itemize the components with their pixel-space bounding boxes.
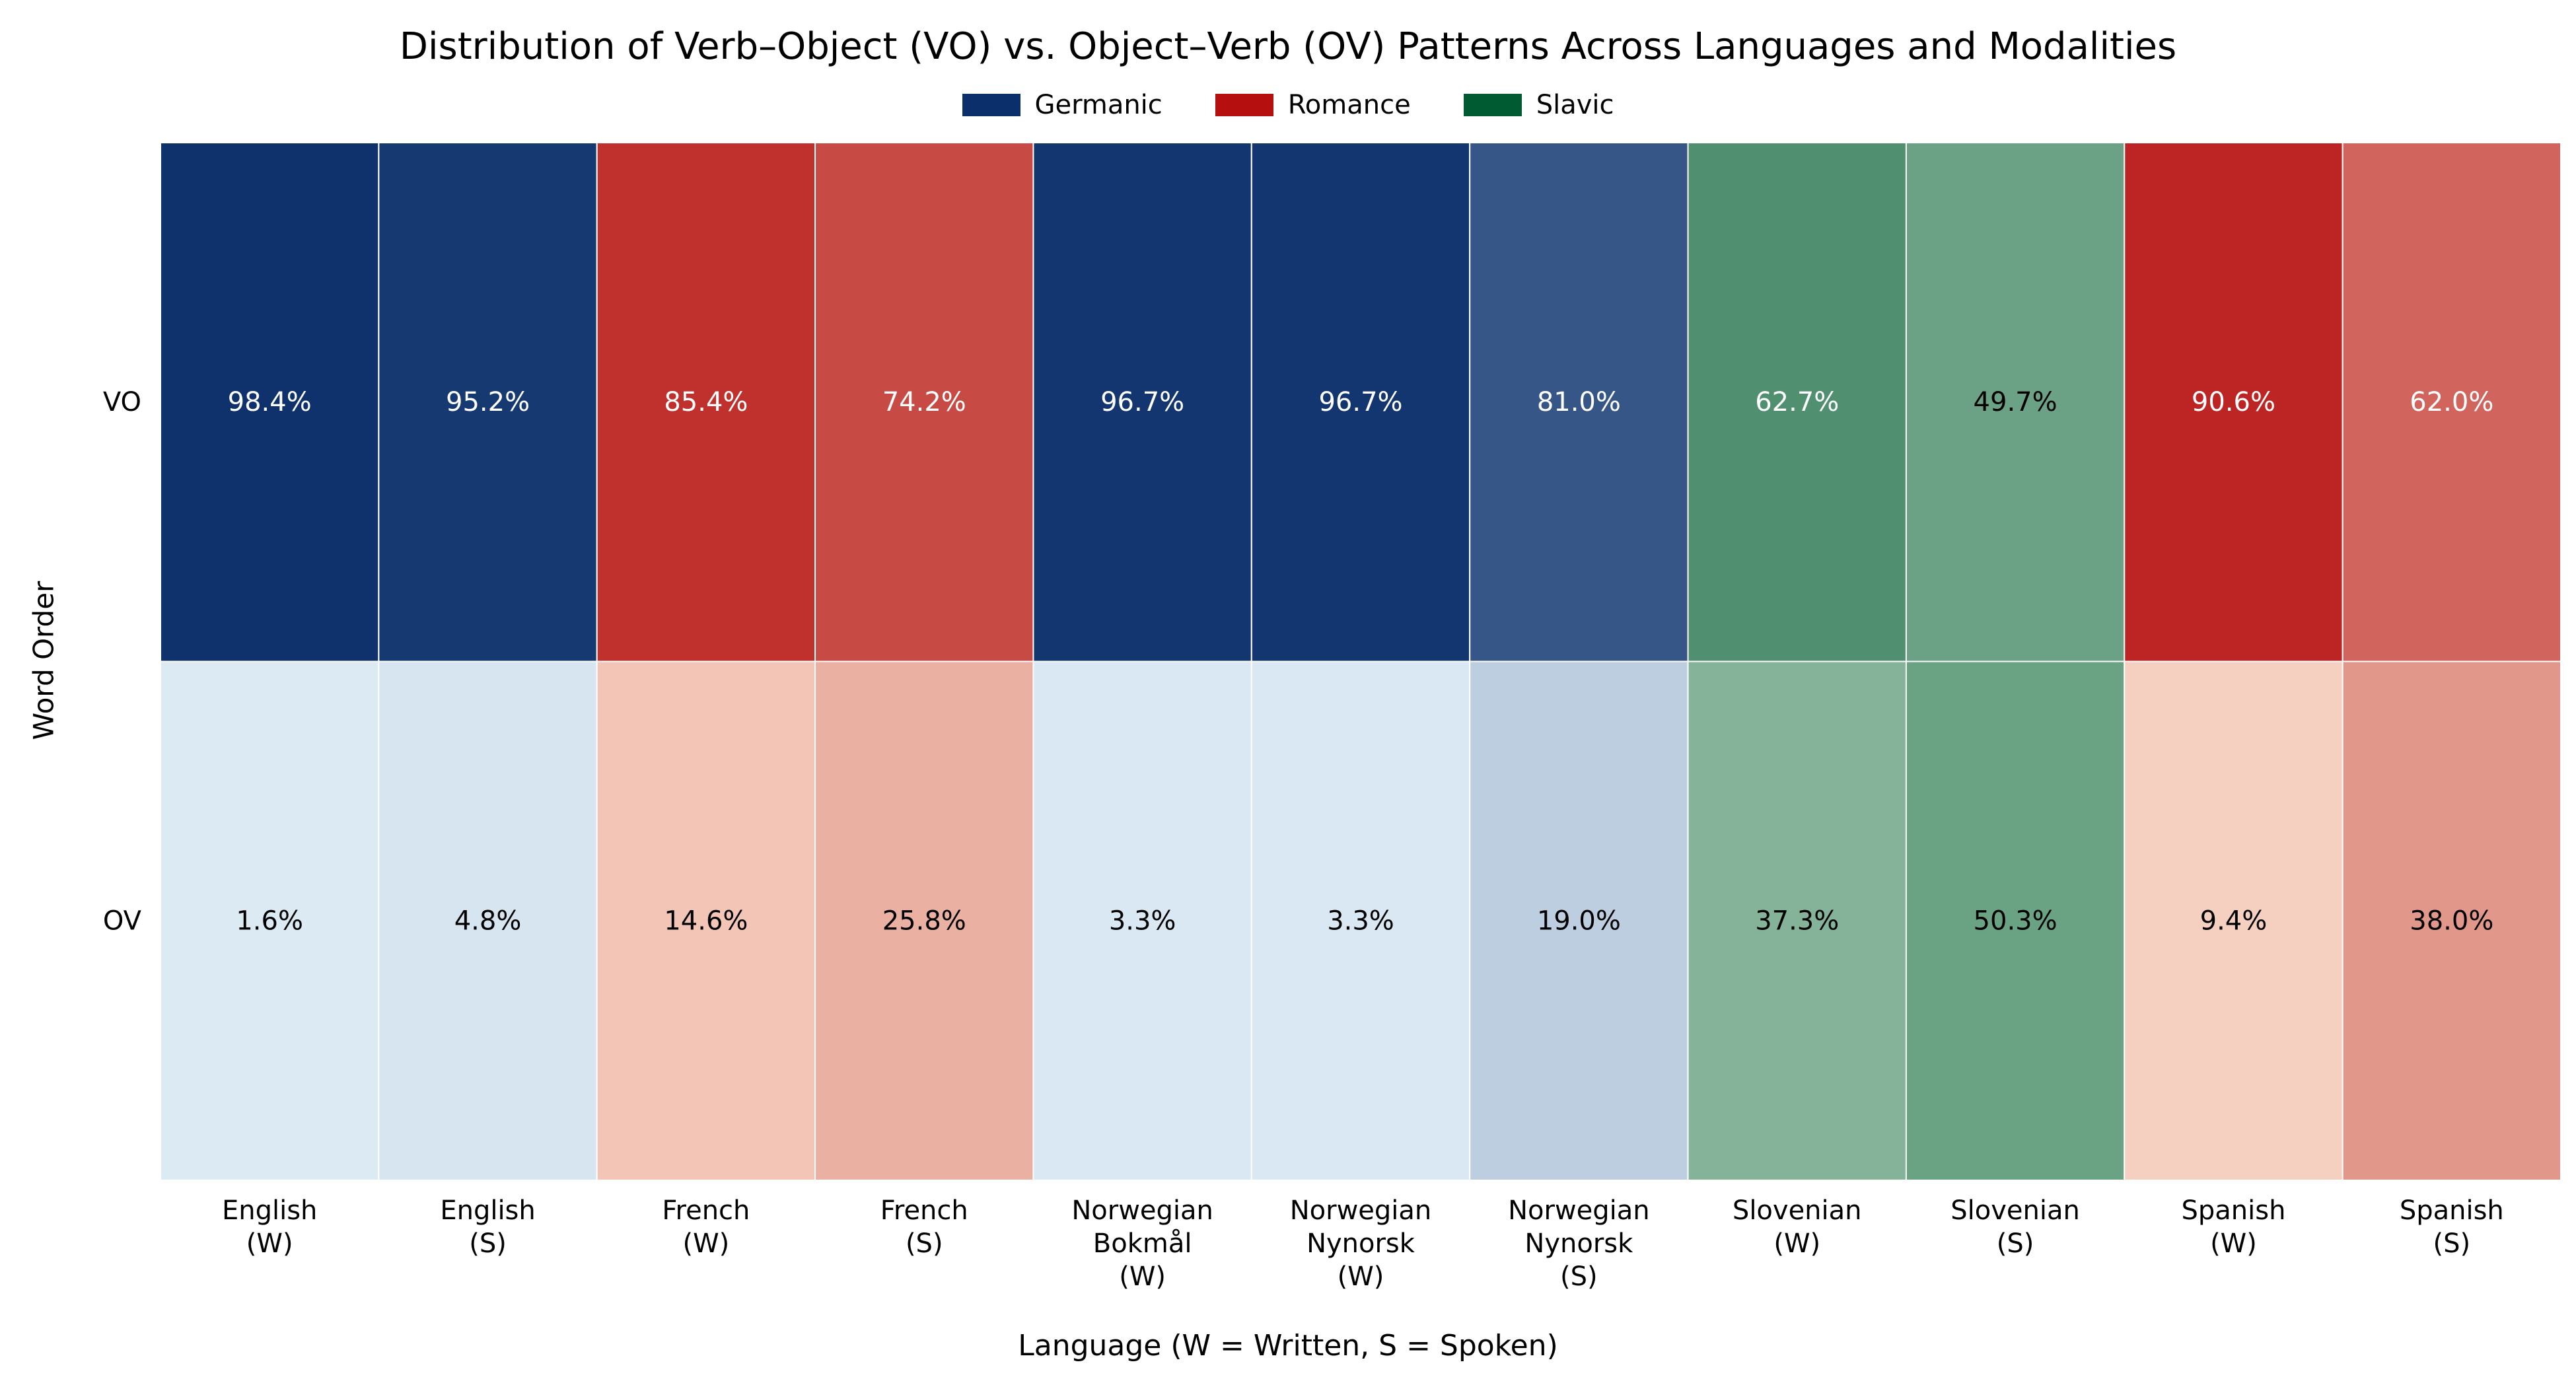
legend-swatch-romance bbox=[1215, 94, 1273, 116]
cell-value-ov-0: 1.6% bbox=[236, 906, 303, 936]
x-tick-label-9: Spanish (W) bbox=[2181, 1195, 2285, 1259]
cell-value-vo-5: 96.7% bbox=[1318, 387, 1402, 417]
heatmap-cell-vo-7 bbox=[1687, 142, 1907, 662]
x-tick-label-8: Slovenian (S) bbox=[1950, 1195, 2080, 1259]
x-tick-label-3: French (S) bbox=[880, 1195, 968, 1259]
y-tick-label-ov: OV bbox=[103, 906, 142, 936]
row-tick-labels: VO OV bbox=[103, 387, 142, 937]
chart-title: Distribution of Verb–Object (VO) vs. Obj… bbox=[399, 25, 2177, 68]
x-tick-label-7: Slovenian (W) bbox=[1733, 1195, 1862, 1259]
cell-value-vo-3: 74.2% bbox=[882, 387, 966, 417]
legend-label-romance: Romance bbox=[1287, 90, 1411, 120]
y-tick-label-vo: VO bbox=[103, 387, 141, 417]
legend-swatch-germanic bbox=[962, 94, 1020, 116]
legend-swatch-slavic bbox=[1463, 94, 1522, 116]
x-tick-label-10: Spanish (S) bbox=[2400, 1195, 2504, 1259]
cell-value-ov-6: 19.0% bbox=[1537, 906, 1621, 936]
heatmap-cell-ov-5 bbox=[1250, 660, 1471, 1181]
heatmap-cell-vo-10 bbox=[2342, 142, 2562, 662]
heatmap-cell-vo-4 bbox=[1032, 142, 1252, 662]
heatmap-cell-vo-3 bbox=[814, 142, 1034, 662]
cell-value-ov-7: 37.3% bbox=[1755, 906, 1839, 936]
legend-item-slavic: Slavic bbox=[1463, 90, 1614, 120]
cell-value-vo-7: 62.7% bbox=[1755, 387, 1839, 417]
cell-value-ov-4: 3.3% bbox=[1109, 906, 1176, 936]
x-tick-label-2: French (W) bbox=[662, 1195, 750, 1259]
heatmap-cells bbox=[160, 142, 2562, 1181]
cell-value-vo-4: 96.7% bbox=[1100, 387, 1184, 417]
cell-value-ov-10: 38.0% bbox=[2410, 906, 2493, 936]
cell-value-vo-10: 62.0% bbox=[2410, 387, 2493, 417]
legend: Germanic Romance Slavic bbox=[0, 90, 2576, 120]
cell-value-ov-3: 25.8% bbox=[882, 906, 966, 936]
heatmap-cell-vo-8 bbox=[1905, 142, 2126, 662]
cell-value-vo-2: 85.4% bbox=[664, 387, 748, 417]
heatmap-cell-ov-0 bbox=[160, 660, 380, 1181]
heatmap-cell-vo-0 bbox=[160, 142, 380, 662]
heatmap-cell-ov-10 bbox=[2342, 660, 2562, 1181]
cell-value-ov-8: 50.3% bbox=[1974, 906, 2057, 936]
x-tick-label-6: Norwegian Nynorsk (S) bbox=[1508, 1195, 1650, 1292]
legend-item-germanic: Germanic bbox=[962, 90, 1163, 120]
legend-label-slavic: Slavic bbox=[1536, 90, 1614, 120]
cell-value-vo-1: 95.2% bbox=[446, 387, 530, 417]
cell-value-vo-8: 49.7% bbox=[1974, 387, 2057, 417]
heatmap-cell-vo-9 bbox=[2124, 142, 2343, 662]
heatmap-cell-ov-7 bbox=[1687, 660, 1907, 1181]
heatmap-cell-ov-1 bbox=[378, 660, 598, 1181]
cell-value-labels: 98.4% 1.6% 95.2% 4.8% 85.4% 14.6% 74.2% 25.8% 96… bbox=[228, 387, 2494, 937]
heatmap-cell-ov-6 bbox=[1469, 660, 1689, 1181]
cell-value-ov-1: 4.8% bbox=[454, 906, 522, 936]
x-tick-label-4: Norwegian Bokmål (W) bbox=[1071, 1195, 1213, 1292]
heatmap-cell-vo-1 bbox=[378, 142, 598, 662]
cell-value-vo-0: 98.4% bbox=[228, 387, 312, 417]
x-axis-label: Language (W = Written, S = Spoken) bbox=[1018, 1329, 1558, 1363]
heatmap-cell-ov-2 bbox=[596, 660, 816, 1181]
heatmap-cell-vo-6 bbox=[1469, 142, 1689, 662]
x-tick-label-1: English (S) bbox=[440, 1195, 535, 1259]
cell-value-vo-9: 90.6% bbox=[2192, 387, 2275, 417]
x-tick-label-0: English (W) bbox=[222, 1195, 317, 1259]
heatmap-cell-ov-9 bbox=[2124, 660, 2343, 1181]
heatmap-cell-ov-4 bbox=[1032, 660, 1252, 1181]
cell-value-vo-6: 81.0% bbox=[1537, 387, 1621, 417]
cell-value-ov-2: 14.6% bbox=[664, 906, 748, 936]
cell-value-ov-9: 9.4% bbox=[2200, 906, 2268, 936]
legend-item-romance: Romance bbox=[1215, 90, 1411, 120]
cell-value-ov-5: 3.3% bbox=[1327, 906, 1394, 936]
legend-label-germanic: Germanic bbox=[1034, 90, 1163, 120]
column-tick-labels: English (W) English (S) French (W) French (S) No… bbox=[222, 1195, 2504, 1292]
heatmap-cell-vo-5 bbox=[1250, 142, 1471, 662]
x-tick-label-5: Norwegian Nynorsk (W) bbox=[1290, 1195, 1432, 1292]
heatmap-cell-ov-3 bbox=[814, 660, 1034, 1181]
heatmap-cell-ov-8 bbox=[1905, 660, 2126, 1181]
